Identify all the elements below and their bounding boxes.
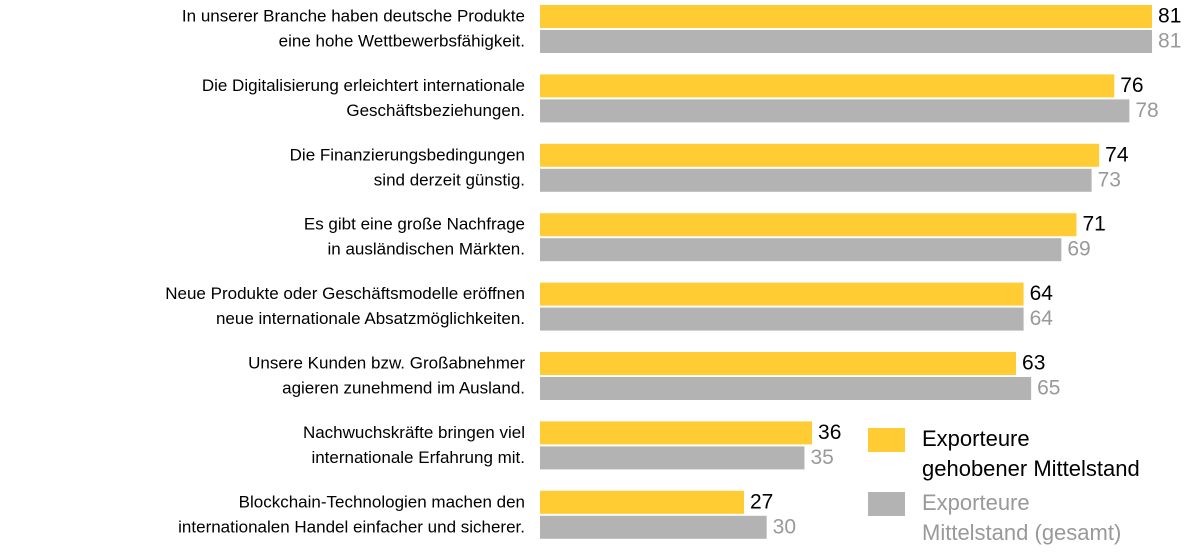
bar	[540, 421, 813, 445]
category-label: internationale Erfahrung mit.	[311, 448, 525, 467]
value-label: 27	[750, 490, 773, 513]
value-label: 71	[1082, 213, 1105, 236]
value-label: 69	[1067, 238, 1090, 261]
value-label: 74	[1105, 143, 1129, 166]
category-label: internationalen Handel einfacher und sic…	[178, 517, 525, 536]
value-label: 76	[1120, 74, 1143, 97]
bar	[540, 168, 1092, 192]
category-label: agieren zunehmend im Ausland.	[282, 378, 525, 397]
bar	[540, 515, 767, 539]
bar	[540, 143, 1100, 167]
category-label: neue internationale Absatzmöglichkeiten.	[216, 309, 525, 328]
category-label: Blockchain-Technologien machen den	[239, 492, 525, 511]
category-label: Nachwuchskräfte bringen viel	[303, 423, 525, 442]
category-label: Die Finanzierungsbedingungen	[290, 145, 525, 164]
category-label: eine hohe Wettbewerbsfähigkeit.	[279, 31, 525, 50]
legend-swatch	[868, 492, 905, 516]
legend-label: Exporteure	[922, 426, 1030, 451]
value-label: 73	[1098, 168, 1121, 191]
bar	[540, 99, 1130, 123]
bar	[540, 213, 1077, 237]
value-label: 63	[1022, 352, 1045, 375]
bar	[540, 490, 745, 514]
value-label: 81	[1158, 30, 1181, 53]
bar	[540, 238, 1062, 262]
category-label: Geschäftsbeziehungen.	[346, 101, 525, 120]
value-label: 65	[1037, 377, 1060, 400]
value-label: 36	[818, 421, 841, 444]
bar	[540, 377, 1032, 400]
value-label: 78	[1135, 99, 1158, 122]
bar	[540, 307, 1024, 331]
value-label: 30	[773, 515, 796, 538]
legend-label: Mittelstand (gesamt)	[922, 520, 1121, 545]
value-label: 35	[810, 446, 833, 469]
category-label: Unsere Kunden bzw. Großabnehmer	[248, 353, 525, 372]
category-label: Es gibt eine große Nachfrage	[304, 215, 525, 234]
bar	[540, 446, 805, 470]
bar	[540, 282, 1024, 306]
value-label: 64	[1030, 307, 1054, 330]
category-label: in ausländischen Märkten.	[327, 240, 525, 259]
bar	[540, 352, 1017, 375]
bar	[540, 30, 1153, 53]
legend-label: Exporteure	[922, 490, 1030, 515]
bar	[540, 5, 1153, 28]
legend-label: gehobener Mittelstand	[922, 456, 1140, 481]
value-label: 64	[1030, 282, 1054, 305]
category-label: Die Digitalisierung erleichtert internat…	[202, 76, 525, 95]
bar	[540, 74, 1115, 98]
category-label: In unserer Branche haben deutsche Produk…	[182, 6, 525, 25]
value-label: 81	[1158, 5, 1181, 28]
legend-swatch	[868, 428, 905, 452]
category-label: Neue Produkte oder Geschäftsmodelle eröf…	[165, 284, 525, 303]
category-label: sind derzeit günstig.	[374, 170, 525, 189]
